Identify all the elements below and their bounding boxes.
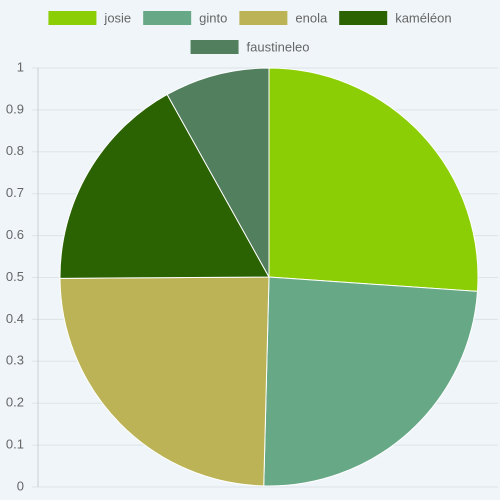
legend-item[interactable]: enola: [239, 10, 328, 25]
legend-label: faustineleo: [247, 39, 310, 54]
legend-label: kaméléon: [395, 10, 451, 25]
pie-slice: [166, 67, 270, 279]
pie-slice: [263, 276, 479, 487]
y-tick-label: 0.4: [6, 311, 24, 326]
legend-item[interactable]: josie: [48, 10, 131, 25]
y-tick-label: 0: [17, 478, 24, 493]
legend-item[interactable]: kaméléon: [339, 10, 452, 25]
legend-label: enola: [295, 10, 328, 25]
y-tick-label: 0.5: [6, 269, 24, 284]
pie-slice: [59, 93, 270, 279]
legend-swatch: [239, 11, 288, 25]
pie-slice: [59, 276, 270, 487]
pie-slice: [268, 67, 479, 292]
legend-item[interactable]: faustineleo: [190, 39, 310, 54]
y-tick-label: 1: [17, 59, 24, 74]
legend-swatch: [190, 40, 239, 54]
legend-label: josie: [103, 10, 131, 25]
legend-swatch: [339, 11, 388, 25]
y-tick-label: 0.7: [6, 185, 24, 200]
legend-swatch: [143, 11, 192, 25]
y-tick-label: 0.9: [6, 101, 24, 116]
legend-label: ginto: [199, 10, 227, 25]
y-tick-label: 0.6: [6, 227, 24, 242]
y-tick-label: 0.1: [6, 437, 24, 452]
legend-item[interactable]: ginto: [143, 10, 227, 25]
y-tick-label: 0.8: [6, 143, 24, 158]
y-tick-label: 0.3: [6, 353, 24, 368]
legend-swatch: [48, 11, 97, 25]
y-tick-label: 0.2: [6, 395, 24, 410]
